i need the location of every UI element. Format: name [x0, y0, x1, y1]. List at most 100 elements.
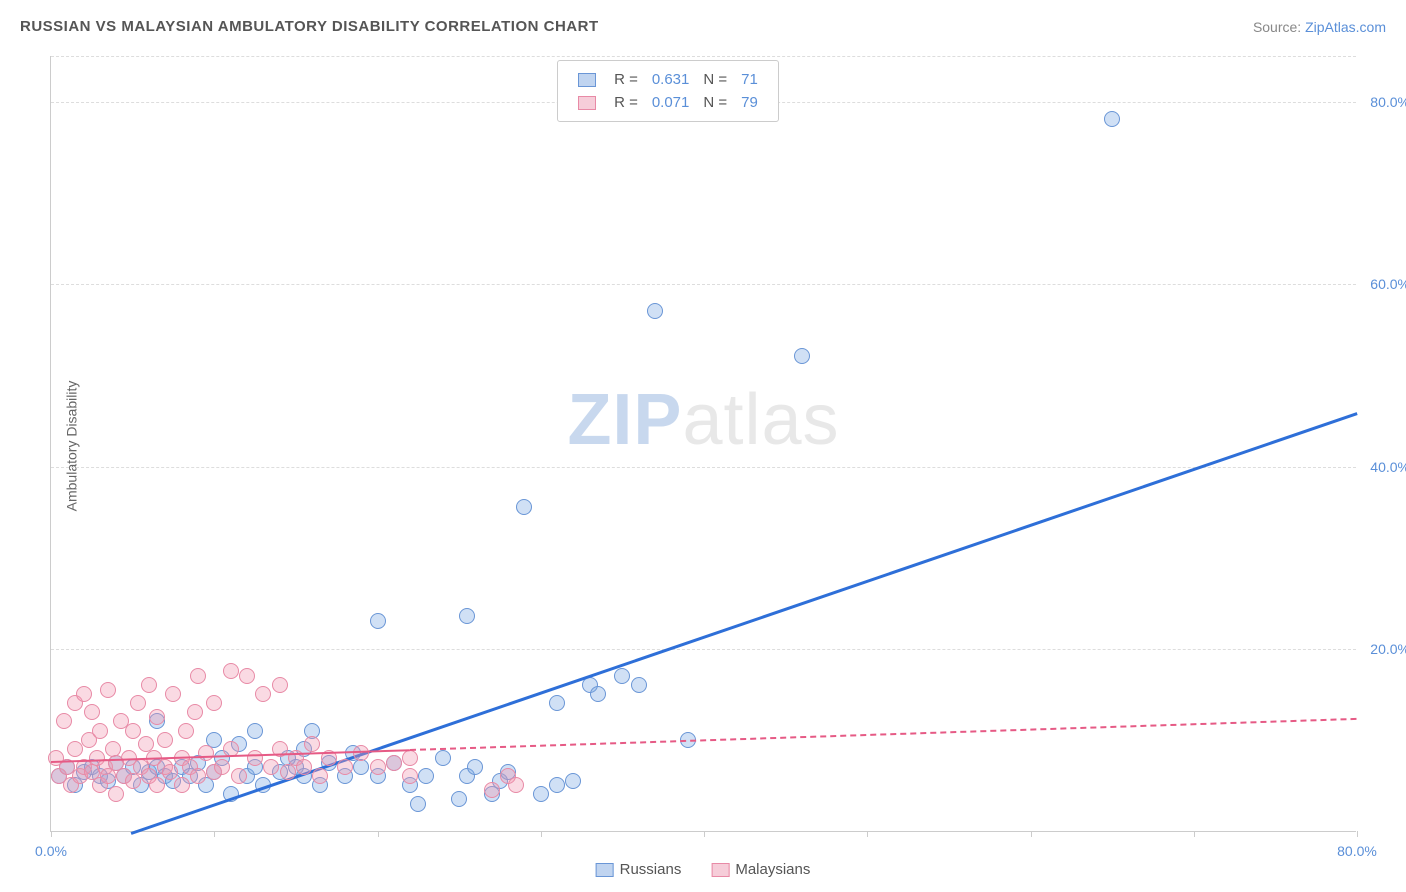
legend-swatch	[711, 863, 729, 877]
data-point	[484, 782, 500, 798]
data-point	[247, 750, 263, 766]
data-point	[370, 759, 386, 775]
data-point	[533, 786, 549, 802]
x-tick-label: 80.0%	[1337, 843, 1377, 859]
legend-item: Russians	[596, 861, 682, 878]
gridline	[51, 56, 1356, 57]
data-point	[239, 668, 255, 684]
series-legend: Russians Malaysians	[596, 861, 811, 878]
data-point	[149, 709, 165, 725]
r-label: R =	[608, 92, 644, 113]
data-point	[174, 777, 190, 793]
data-point	[353, 759, 369, 775]
data-point	[125, 723, 141, 739]
gridline	[51, 467, 1356, 468]
data-point	[410, 796, 426, 812]
data-point	[508, 777, 524, 793]
y-tick-label: 40.0%	[1370, 459, 1406, 475]
r-label: R =	[608, 69, 644, 90]
gridline	[51, 649, 1356, 650]
data-point	[247, 723, 263, 739]
watermark-light: atlas	[682, 380, 839, 460]
data-point	[214, 759, 230, 775]
data-point	[190, 668, 206, 684]
x-tick-label: 0.0%	[35, 843, 67, 859]
gridline	[51, 284, 1356, 285]
legend-swatch	[578, 73, 596, 87]
legend-item: Malaysians	[711, 861, 810, 878]
data-point	[130, 695, 146, 711]
data-point	[206, 695, 222, 711]
x-tick	[378, 831, 379, 837]
y-tick-label: 20.0%	[1370, 641, 1406, 657]
data-point	[190, 768, 206, 784]
data-point	[402, 750, 418, 766]
x-tick	[541, 831, 542, 837]
data-point	[435, 750, 451, 766]
data-point	[402, 768, 418, 784]
data-point	[590, 686, 606, 702]
data-point	[451, 791, 467, 807]
data-point	[157, 732, 173, 748]
y-tick-label: 60.0%	[1370, 276, 1406, 292]
n-value: 71	[735, 69, 764, 90]
y-tick-label: 80.0%	[1370, 94, 1406, 110]
n-value: 79	[735, 92, 764, 113]
x-tick	[1194, 831, 1195, 837]
data-point	[794, 348, 810, 364]
data-point	[92, 723, 108, 739]
data-point	[614, 668, 630, 684]
data-point	[187, 704, 203, 720]
n-label: N =	[697, 69, 733, 90]
data-point	[459, 608, 475, 624]
data-point	[386, 755, 402, 771]
x-tick	[1357, 831, 1358, 837]
data-point	[516, 499, 532, 515]
data-point	[370, 613, 386, 629]
data-point	[296, 759, 312, 775]
data-point	[631, 677, 647, 693]
source-attribution: Source: ZipAtlas.com	[1253, 19, 1386, 35]
data-point	[100, 682, 116, 698]
watermark-bold: ZIP	[567, 380, 682, 460]
data-point	[223, 663, 239, 679]
x-tick	[867, 831, 868, 837]
chart-title: RUSSIAN VS MALAYSIAN AMBULATORY DISABILI…	[20, 18, 599, 35]
legend-label: Russians	[620, 861, 682, 878]
data-point	[108, 786, 124, 802]
data-point	[198, 745, 214, 761]
scatter-plot-area: ZIPatlas 20.0%40.0%60.0%80.0%0.0%80.0%R …	[50, 56, 1356, 832]
source-link[interactable]: ZipAtlas.com	[1305, 19, 1386, 35]
data-point	[353, 745, 369, 761]
stats-legend: R =0.631N =71 R =0.071N =79	[557, 60, 779, 122]
data-point	[467, 759, 483, 775]
watermark: ZIPatlas	[567, 379, 839, 461]
data-point	[141, 677, 157, 693]
r-value: 0.631	[646, 69, 696, 90]
x-tick	[704, 831, 705, 837]
data-point	[231, 768, 247, 784]
data-point	[549, 777, 565, 793]
data-point	[125, 773, 141, 789]
data-point	[280, 764, 296, 780]
n-label: N =	[697, 92, 733, 113]
data-point	[56, 713, 72, 729]
data-point	[312, 768, 328, 784]
data-point	[255, 686, 271, 702]
data-point	[263, 759, 279, 775]
source-prefix: Source:	[1253, 19, 1305, 35]
data-point	[76, 686, 92, 702]
data-point	[84, 704, 100, 720]
data-point	[162, 764, 178, 780]
data-point	[647, 303, 663, 319]
data-point	[304, 736, 320, 752]
data-point	[565, 773, 581, 789]
data-point	[549, 695, 565, 711]
legend-swatch	[578, 96, 596, 110]
trend-line	[410, 718, 1357, 751]
data-point	[165, 686, 181, 702]
r-value: 0.071	[646, 92, 696, 113]
legend-label: Malaysians	[735, 861, 810, 878]
data-point	[418, 768, 434, 784]
data-point	[1104, 111, 1120, 127]
